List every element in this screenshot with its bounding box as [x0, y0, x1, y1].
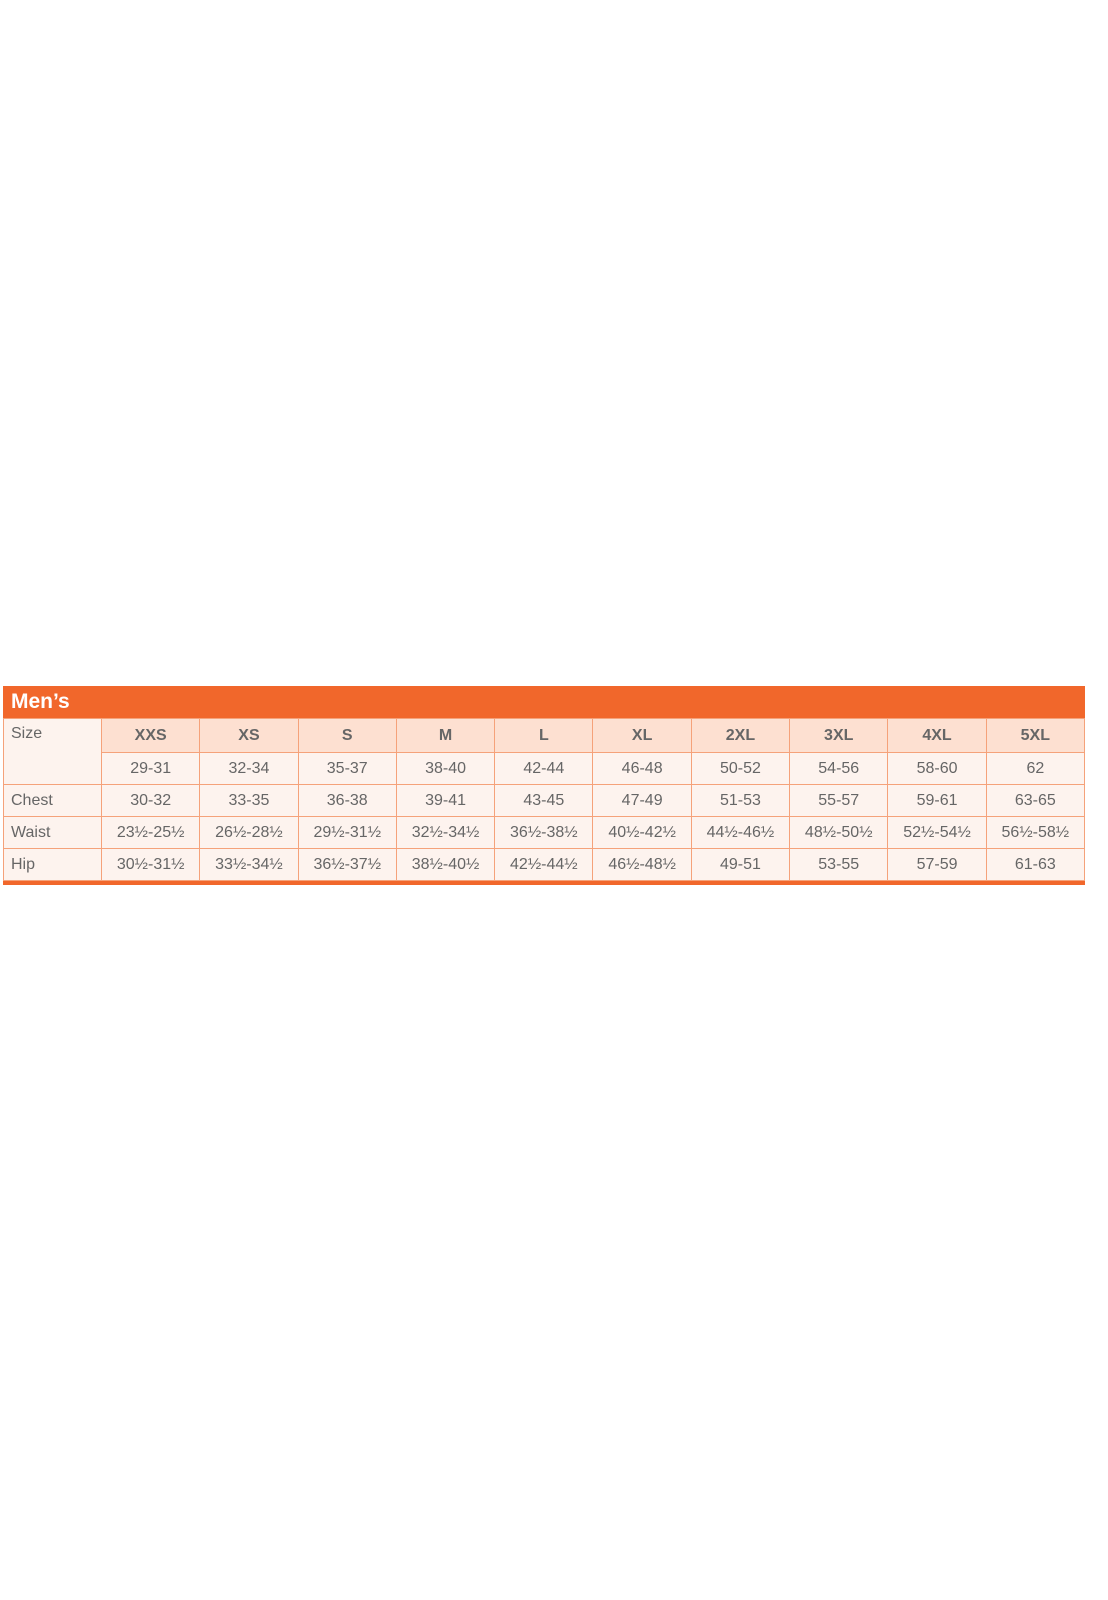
chart-title: Men’s [3, 686, 1085, 718]
size-number-row-cell: 35-37 [297, 752, 397, 785]
hip-row-cell: 57-59 [887, 848, 987, 881]
size-number-row-cell: 58-60 [887, 752, 987, 785]
hip-row-cell: 46½-48½ [592, 848, 692, 881]
size-row-cell: 2XL [690, 718, 791, 753]
size-number-row-cell: 54-56 [789, 752, 889, 785]
chest-row-cell: 51-53 [690, 784, 791, 817]
size-row: Size XXS XS S M L XL 2XL 3XL 4XL 5XL [3, 718, 1086, 785]
size-row-cell: 5XL [985, 718, 1086, 753]
size-number-row-cell: 42-44 [494, 752, 594, 785]
waist-row-cell: 56½-58½ [985, 816, 1086, 849]
chest-row-cell: 59-61 [887, 784, 987, 817]
hip-row-cell: 33½-34½ [199, 848, 299, 881]
hip-row-label: Hip [3, 848, 102, 881]
waist-row-cell: 48½-50½ [789, 816, 889, 849]
chest-row-cell: 33-35 [199, 784, 299, 817]
hip-row: Hip 30½-31½ 33½-34½ 36½-37½ 38½-40½ 42½-44½ 46… [3, 848, 1086, 881]
hip-row-cell: 30½-31½ [100, 848, 201, 881]
size-row-cell: XS [199, 718, 299, 753]
chest-row-cell: 63-65 [985, 784, 1086, 817]
hip-row-cell: 61-63 [985, 848, 1086, 881]
size-number-row: 29-31 32-34 35-37 38-40 42-44 46-48 50-52 54-56… [4, 752, 1086, 785]
size-number-row-cell: 62 [985, 752, 1086, 785]
waist-row-cell: 44½-46½ [690, 816, 791, 849]
waist-row: Waist 23½-25½ 26½-28½ 29½-31½ 32½-34½ 36½-38½… [3, 816, 1086, 849]
size-number-row-cell: 29-31 [100, 752, 201, 785]
size-row-cell: L [494, 718, 594, 753]
waist-row-cell: 40½-42½ [592, 816, 692, 849]
chest-row-cell: 55-57 [789, 784, 889, 817]
bottom-rule [3, 881, 1085, 885]
hip-row-cell: 53-55 [789, 848, 889, 881]
hip-row-cell: 42½-44½ [494, 848, 594, 881]
chest-row-cell: 36-38 [297, 784, 397, 817]
waist-row-cell: 52½-54½ [887, 816, 987, 849]
waist-row-cell: 29½-31½ [297, 816, 397, 849]
chest-row-cell: 39-41 [395, 784, 496, 817]
chest-row-cell: 30-32 [100, 784, 201, 817]
size-row-label: Size [3, 718, 102, 785]
size-number-row-cell: 32-34 [199, 752, 299, 785]
chest-row-label: Chest [3, 784, 102, 817]
chest-row: Chest 30-32 33-35 36-38 39-41 43-45 47-49 51-53… [3, 784, 1086, 817]
size-number-row-cell: 50-52 [690, 752, 791, 785]
waist-row-cell: 23½-25½ [100, 816, 201, 849]
hip-row-cell: 36½-37½ [297, 848, 397, 881]
chest-row-cell: 47-49 [592, 784, 692, 817]
waist-row-label: Waist [3, 816, 102, 849]
waist-row-cell: 32½-34½ [395, 816, 496, 849]
hip-row-cell: 49-51 [690, 848, 791, 881]
mens-size-chart: Men’s Size XXS XS S M L XL 2XL 3XL 4XL 5XL 29-31 32-… [3, 686, 1086, 885]
waist-row-cell: 36½-38½ [494, 816, 594, 849]
size-row-cell: 3XL [789, 718, 889, 753]
size-number-row-cell: 38-40 [395, 752, 496, 785]
chest-row-cell: 43-45 [494, 784, 594, 817]
waist-row-cell: 26½-28½ [199, 816, 299, 849]
size-row-cell: 4XL [887, 718, 987, 753]
size-row-cell: XXS [100, 718, 201, 753]
size-table: Size XXS XS S M L XL 2XL 3XL 4XL 5XL 29-31 32-34 35-3… [3, 718, 1086, 881]
size-number-row-cell: 46-48 [592, 752, 692, 785]
hip-row-cell: 38½-40½ [395, 848, 496, 881]
size-row-cell: M [395, 718, 496, 753]
size-row-cell: S [297, 718, 397, 753]
size-row-cell: XL [592, 718, 692, 753]
